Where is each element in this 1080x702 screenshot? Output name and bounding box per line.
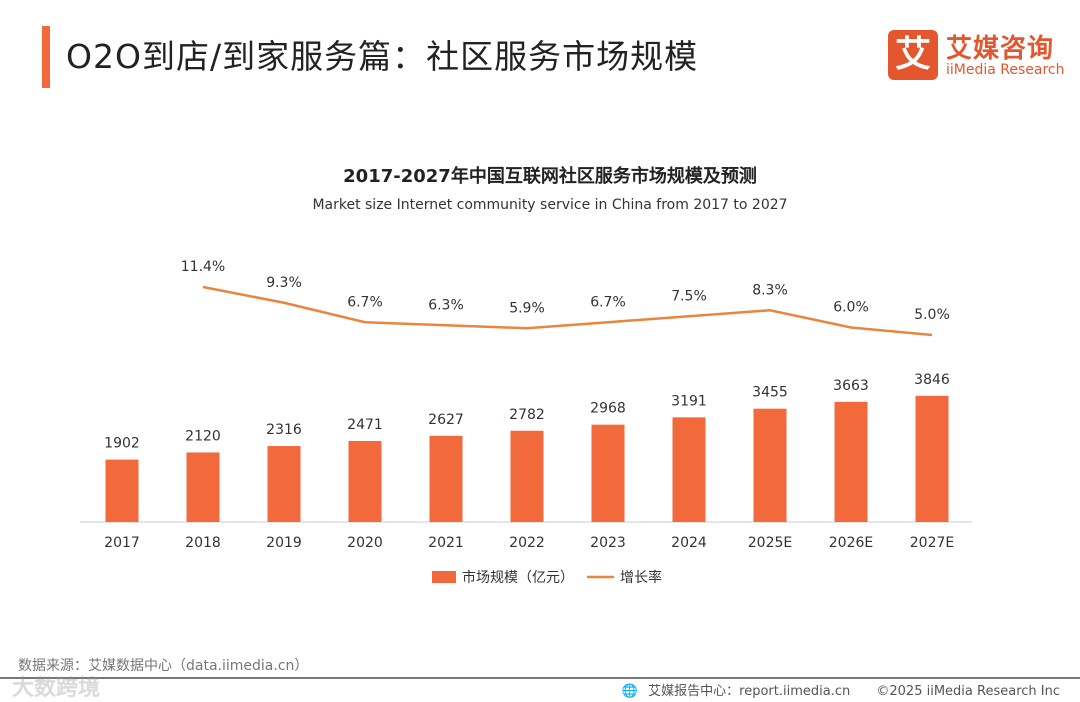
logo-cn: 艾媒咨询 [946, 34, 1055, 64]
page-title: O2O到店/到家服务篇：社区服务市场规模 [66, 37, 699, 76]
title-accent-bar [42, 26, 50, 88]
legend-bar-swatch [432, 571, 456, 583]
bar-2017 [105, 459, 139, 522]
rate-label-2021: 6.3% [428, 297, 464, 313]
rate-label-2027E: 5.0% [914, 307, 950, 323]
x-tick-2024: 2024 [671, 535, 707, 551]
footer-divider [0, 677, 1080, 679]
rate-label-2020: 6.7% [347, 294, 383, 310]
rate-label-2024: 7.5% [671, 288, 707, 304]
x-tick-2023: 2023 [590, 535, 626, 551]
rate-label-2023: 6.7% [590, 294, 626, 310]
iimedia-logo: 艾 艾媒咨询 iiMedia Research [888, 30, 1078, 80]
bar-2019 [267, 446, 301, 522]
rate-label-2018: 11.4% [181, 259, 225, 275]
x-tick-2021: 2021 [428, 535, 464, 551]
logo-en: iiMedia Research [946, 62, 1065, 78]
x-tick-2020: 2020 [347, 535, 383, 551]
chart-title: 2017-2027年中国互联网社区服务市场规模及预测 [343, 166, 757, 187]
bar-2021 [429, 435, 463, 522]
x-tick-2019: 2019 [266, 535, 302, 551]
rate-label-2026E: 6.0% [833, 300, 869, 316]
bar-label-2026E: 3663 [833, 378, 869, 394]
logo-mark: 艾 [888, 30, 938, 80]
watermark: 大数跨境 [12, 676, 101, 701]
bar-label-2023: 2968 [590, 401, 626, 417]
bar-label-2025E: 3455 [752, 385, 788, 401]
bar-label-2017: 1902 [104, 436, 140, 452]
bar-label-2019: 2316 [266, 422, 302, 438]
bar-label-2020: 2471 [347, 417, 383, 433]
x-tick-2018: 2018 [185, 535, 221, 551]
bar-2025E [753, 408, 787, 522]
footer: 🌐 艾媒报告中心：report.iimedia.cn ©2025 iiMedia… [616, 680, 1060, 699]
data-source: 数据来源：艾媒数据中心（data.iimedia.cn） [18, 658, 309, 674]
bar-2027E [915, 395, 949, 522]
copyright: ©2025 iiMedia Research Inc [876, 684, 1060, 699]
chart: 1902 2017 2120 2018 2316 2019 2471 2020 2627 2021… [80, 259, 972, 586]
legend-line-label: 增长率 [620, 569, 662, 586]
x-tick-2017: 2017 [104, 535, 140, 551]
bar-label-2027E: 3846 [914, 372, 950, 388]
chart-subtitle: Market size Internet community service i… [312, 197, 788, 213]
report-link[interactable]: 艾媒报告中心：report.iimedia.cn [648, 684, 851, 699]
x-tick-2022: 2022 [509, 535, 545, 551]
bar-2024 [672, 417, 706, 522]
bar-label-2018: 2120 [185, 428, 221, 444]
bar-label-2024: 3191 [671, 393, 707, 409]
legend-bar-label: 市场规模（亿元） [462, 569, 574, 586]
bar-label-2021: 2627 [428, 412, 464, 428]
x-tick-2025E: 2025E [748, 535, 792, 551]
x-tick-2027E: 2027E [910, 535, 954, 551]
bar-2023 [591, 424, 625, 522]
bar-2022 [510, 430, 544, 522]
bar-2018 [186, 452, 220, 522]
bar-label-2022: 2782 [509, 407, 545, 423]
x-tick-2026E: 2026E [829, 535, 873, 551]
rate-label-2019: 9.3% [266, 275, 302, 291]
globe-icon: 🌐 [621, 684, 639, 699]
rate-label-2022: 5.9% [509, 300, 545, 316]
bar-2026E [834, 401, 868, 522]
bar-2020 [348, 440, 382, 522]
rate-label-2025E: 8.3% [752, 282, 788, 298]
growth-rate-line [202, 285, 933, 337]
